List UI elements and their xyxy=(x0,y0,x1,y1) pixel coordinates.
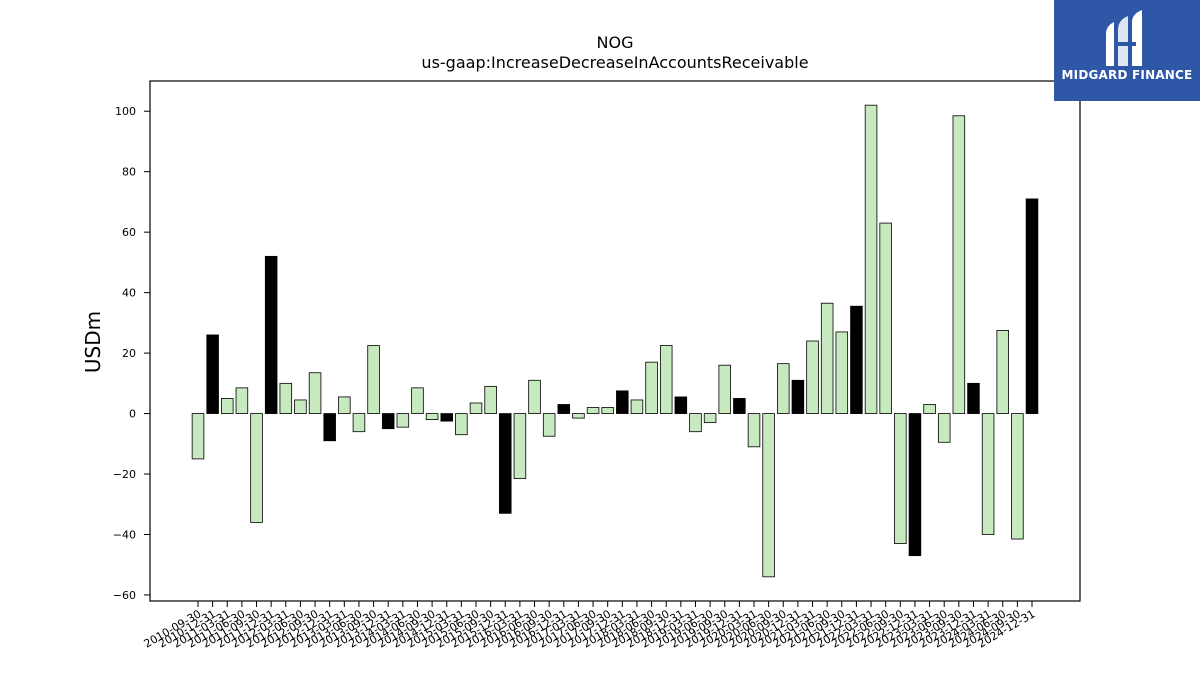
bar-2022-12-31 xyxy=(908,413,922,557)
bar-2024-09-30 xyxy=(1011,413,1024,540)
bar-2012-03-31 xyxy=(279,382,293,414)
bar-2021-06-30 xyxy=(820,302,834,414)
bar-2023-06-30 xyxy=(937,413,951,443)
bar-2014-12-31 xyxy=(440,413,453,422)
y-ticks-group: −60 −40 −20 0 20 40 60 80 100 xyxy=(113,105,150,602)
bar-2023-09-30 xyxy=(952,115,966,414)
bar-2015-12-31 xyxy=(499,413,512,514)
bar-2020-09-30 xyxy=(777,363,790,414)
bar-2016-06-30 xyxy=(528,379,541,414)
bar-2020-12-31 xyxy=(791,379,805,414)
bar-2017-12-31 xyxy=(616,390,629,414)
y-tick-label: 0 xyxy=(129,408,136,421)
bar-2019-12-31 xyxy=(733,398,746,414)
logo-text: MIDGARD FINANCE xyxy=(1061,68,1193,82)
bar-2014-03-31 xyxy=(396,413,410,428)
bar-2021-03-31 xyxy=(806,340,819,414)
bar-2013-06-30 xyxy=(352,413,366,433)
bar-2020-03-31 xyxy=(747,413,761,448)
plot-frame xyxy=(149,80,1081,602)
bar-2024-12-31 xyxy=(1025,198,1039,414)
bar-2018-12-31 xyxy=(674,396,688,414)
bar-2022-09-30 xyxy=(894,413,907,544)
y-tick-label: 60 xyxy=(122,226,136,239)
y-tick-label: 40 xyxy=(122,287,136,300)
bar-2015-03-31 xyxy=(455,413,468,436)
bar-2014-09-30 xyxy=(425,413,439,421)
bar-2024-06-30 xyxy=(996,330,1009,414)
bar-2017-03-31 xyxy=(572,413,585,419)
y-tick-label: 20 xyxy=(122,347,136,360)
bar-2022-06-30 xyxy=(879,222,892,414)
bar-2012-12-31 xyxy=(323,413,336,442)
bar-2017-06-30 xyxy=(586,407,600,414)
bar-2021-09-30 xyxy=(835,331,849,414)
x-ticks-group: 2010-09-302010-12-312011-03-312011-06-30… xyxy=(142,601,1038,651)
bar-2010-12-31 xyxy=(206,334,219,414)
bar-2018-06-30 xyxy=(645,361,658,414)
bar-2013-09-30 xyxy=(367,345,380,414)
brand-logo: MIDGARD FINANCE xyxy=(1054,0,1200,101)
bar-2020-06-30 xyxy=(762,413,775,578)
bar-2010-09-30 xyxy=(191,413,205,460)
bar-2016-03-31 xyxy=(513,413,527,479)
bar-2016-09-30 xyxy=(542,413,556,437)
bar-2013-03-31 xyxy=(338,396,351,414)
bar-2018-03-31 xyxy=(630,399,644,414)
bar-2023-12-31 xyxy=(967,382,980,414)
bar-2012-09-30 xyxy=(308,372,322,414)
y-tick-label: −60 xyxy=(113,589,136,602)
bar-2014-06-30 xyxy=(411,387,424,414)
y-tick-label: −20 xyxy=(113,468,136,481)
bar-2023-03-31 xyxy=(923,404,936,414)
y-axis-label: USDm xyxy=(81,311,105,373)
bars-group xyxy=(191,104,1039,578)
bar-2019-03-31 xyxy=(689,413,702,433)
bar-2013-12-31 xyxy=(381,413,395,430)
bar-2012-06-30 xyxy=(294,399,307,414)
bar-2016-12-31 xyxy=(557,404,571,414)
y-tick-label: 100 xyxy=(115,105,136,118)
bar-2021-12-31 xyxy=(850,305,863,414)
bar-2011-12-31 xyxy=(264,255,278,414)
bar-2019-09-30 xyxy=(718,364,731,414)
y-tick-label: −40 xyxy=(113,528,136,541)
midgard-logo-icon xyxy=(1106,10,1142,66)
bar-2017-09-30 xyxy=(601,407,614,414)
chart-title: NOG xyxy=(597,33,634,52)
bar-2019-06-30 xyxy=(703,413,717,424)
bar-2015-06-30 xyxy=(469,402,483,414)
bar-2018-09-30 xyxy=(659,345,673,414)
chart-subtitle: us-gaap:IncreaseDecreaseInAccountsReceiv… xyxy=(421,53,808,72)
bar-2011-09-30 xyxy=(250,413,263,523)
bar-2011-03-31 xyxy=(221,398,234,414)
y-tick-label: 80 xyxy=(122,166,136,179)
bar-2022-03-31 xyxy=(864,104,878,414)
bar-2011-06-30 xyxy=(235,387,249,414)
bar-2015-09-30 xyxy=(484,385,497,414)
bar-2024-03-31 xyxy=(981,413,995,535)
